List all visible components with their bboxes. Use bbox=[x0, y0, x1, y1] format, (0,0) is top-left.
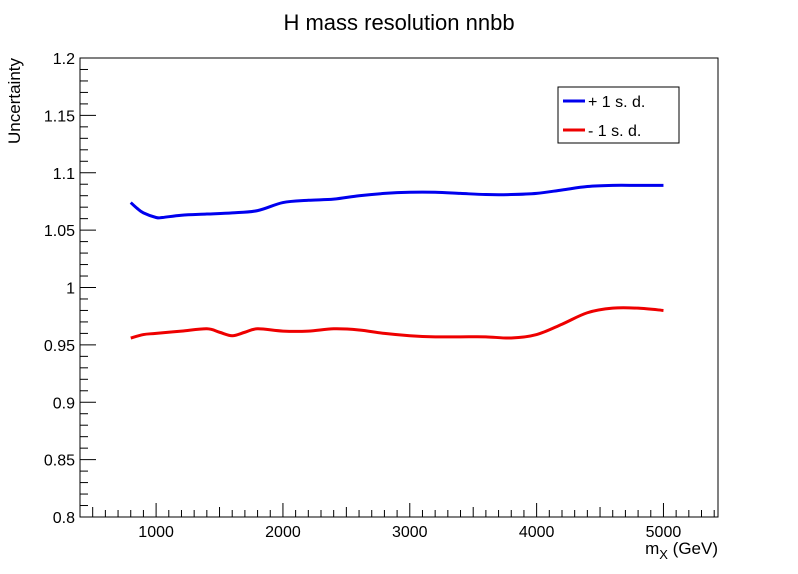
legend-box bbox=[557, 86, 680, 144]
y-tick-label: 1 bbox=[66, 281, 75, 298]
y-tick-label: 1.15 bbox=[44, 108, 75, 125]
x-axis-ticks bbox=[92, 503, 715, 517]
y-tick-label: 1.1 bbox=[53, 166, 75, 183]
y-axis-label: Uncertainty bbox=[5, 58, 24, 144]
legend-label-plus-1sd: + 1 s. d. bbox=[588, 94, 645, 111]
y-tick-label: 0.85 bbox=[44, 453, 75, 470]
x-tick-label: 1000 bbox=[138, 524, 174, 541]
x-tick-label: 3000 bbox=[392, 524, 428, 541]
y-tick-label: 0.9 bbox=[53, 395, 75, 412]
x-axis-label-subscript: X bbox=[659, 547, 668, 562]
y-tick-label: 0.8 bbox=[53, 510, 75, 527]
y-tick-label: 1.2 bbox=[53, 51, 75, 68]
x-axis-tick-labels: 1000 2000 3000 4000 5000 bbox=[138, 524, 681, 541]
x-axis-label-unit: (GeV) bbox=[668, 539, 718, 558]
series-layer bbox=[129, 183, 664, 340]
x-tick-label: 4000 bbox=[519, 524, 555, 541]
y-axis-ticks bbox=[80, 57, 96, 518]
y-tick-label: 1.05 bbox=[44, 223, 75, 240]
x-tick-label: 2000 bbox=[265, 524, 301, 541]
series-line-plus-1sd bbox=[129, 183, 664, 220]
legend: + 1 s. d. - 1 s. d. bbox=[557, 86, 680, 144]
y-tick-label: 0.95 bbox=[44, 338, 75, 355]
chart-title: H mass resolution nnbb bbox=[283, 10, 514, 35]
x-tick-label: 5000 bbox=[646, 524, 682, 541]
series-line-minus-1sd bbox=[130, 306, 664, 340]
y-axis-tick-labels: 0.8 0.85 0.9 0.95 1 1.05 1.1 1.15 1.2 bbox=[44, 51, 75, 527]
legend-label-minus-1sd: - 1 s. d. bbox=[588, 123, 641, 140]
x-axis-label-main: m bbox=[645, 539, 659, 558]
x-axis-label: mX (GeV) bbox=[645, 539, 718, 562]
